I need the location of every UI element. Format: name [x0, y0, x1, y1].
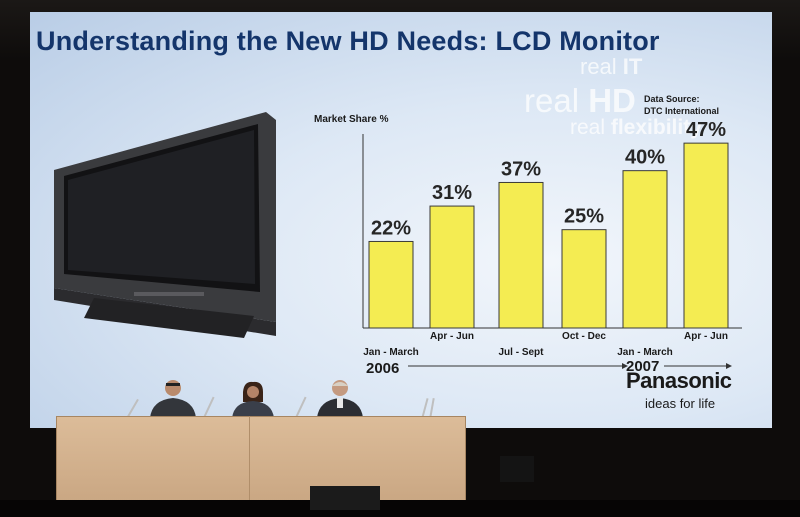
projection-screen: Understanding the New HD Needs: LCD Moni…: [30, 12, 772, 428]
year-label-2006: 2006: [366, 360, 399, 377]
bar-5: [622, 170, 668, 329]
bar-6: [683, 142, 729, 329]
stage-monitor-box: [310, 486, 380, 510]
category-label-3: Jul - Sept: [498, 347, 544, 358]
bar-3: [498, 181, 544, 329]
timeline-arrowhead-2007: [726, 363, 732, 369]
year-label-2007: 2007: [626, 358, 659, 375]
data-source-value: DTC International: [644, 106, 719, 116]
watermark-3b: flexibility: [610, 116, 702, 139]
bar-series: 22% Jan - March 31% Apr - Jun 37% Jul - Sept 2…: [363, 119, 729, 358]
watermark-3a: real: [570, 116, 611, 139]
table-seam: [249, 416, 250, 504]
value-label-5: 40%: [625, 147, 665, 169]
watermark-line-1: real IT: [580, 54, 642, 80]
lcd-monitor-image: [54, 112, 276, 338]
panelist-middle: [232, 381, 274, 418]
category-label-6: Apr - Jun: [684, 331, 728, 342]
bar-1: [368, 240, 414, 329]
value-label-4: 25%: [564, 206, 604, 228]
panel-table: [56, 416, 466, 506]
y-axis-title: Market Share %: [314, 114, 389, 125]
value-label-1: 22%: [371, 217, 411, 239]
watermark-line-2: real HD: [524, 82, 636, 120]
value-label-2: 31%: [432, 182, 472, 204]
watermark-2a: real: [524, 82, 589, 119]
data-source-label: Data Source:: [644, 94, 700, 104]
category-label-2: Apr - Jun: [430, 331, 474, 342]
timeline-arrowhead-2006: [622, 363, 628, 369]
watermark-line-3: real flexibility: [570, 116, 702, 140]
bar-4: [561, 229, 607, 329]
watermark-2b: HD: [588, 82, 636, 119]
brand-tagline: ideas for life: [645, 396, 716, 411]
panelist-left: [150, 380, 196, 418]
bar-2: [429, 205, 475, 329]
market-share-chart: Market Share % Data Source: DTC Internat…: [314, 94, 742, 377]
watermark-1a: real: [580, 54, 623, 79]
stage-floor: [0, 500, 800, 517]
watermark-1b: IT: [622, 54, 643, 79]
value-label-3: 37%: [501, 158, 541, 180]
category-label-5: Jan - March: [617, 347, 673, 358]
slide-title: Understanding the New HD Needs: LCD Moni…: [36, 26, 660, 56]
category-label-4: Oct - Dec: [562, 331, 606, 342]
panasonic-logo: Panasonic: [626, 368, 732, 393]
category-label-1: Jan - March: [363, 347, 419, 358]
panelist-right: [317, 380, 363, 418]
stage-speaker: [500, 456, 534, 482]
value-label-6: 47%: [686, 119, 726, 141]
